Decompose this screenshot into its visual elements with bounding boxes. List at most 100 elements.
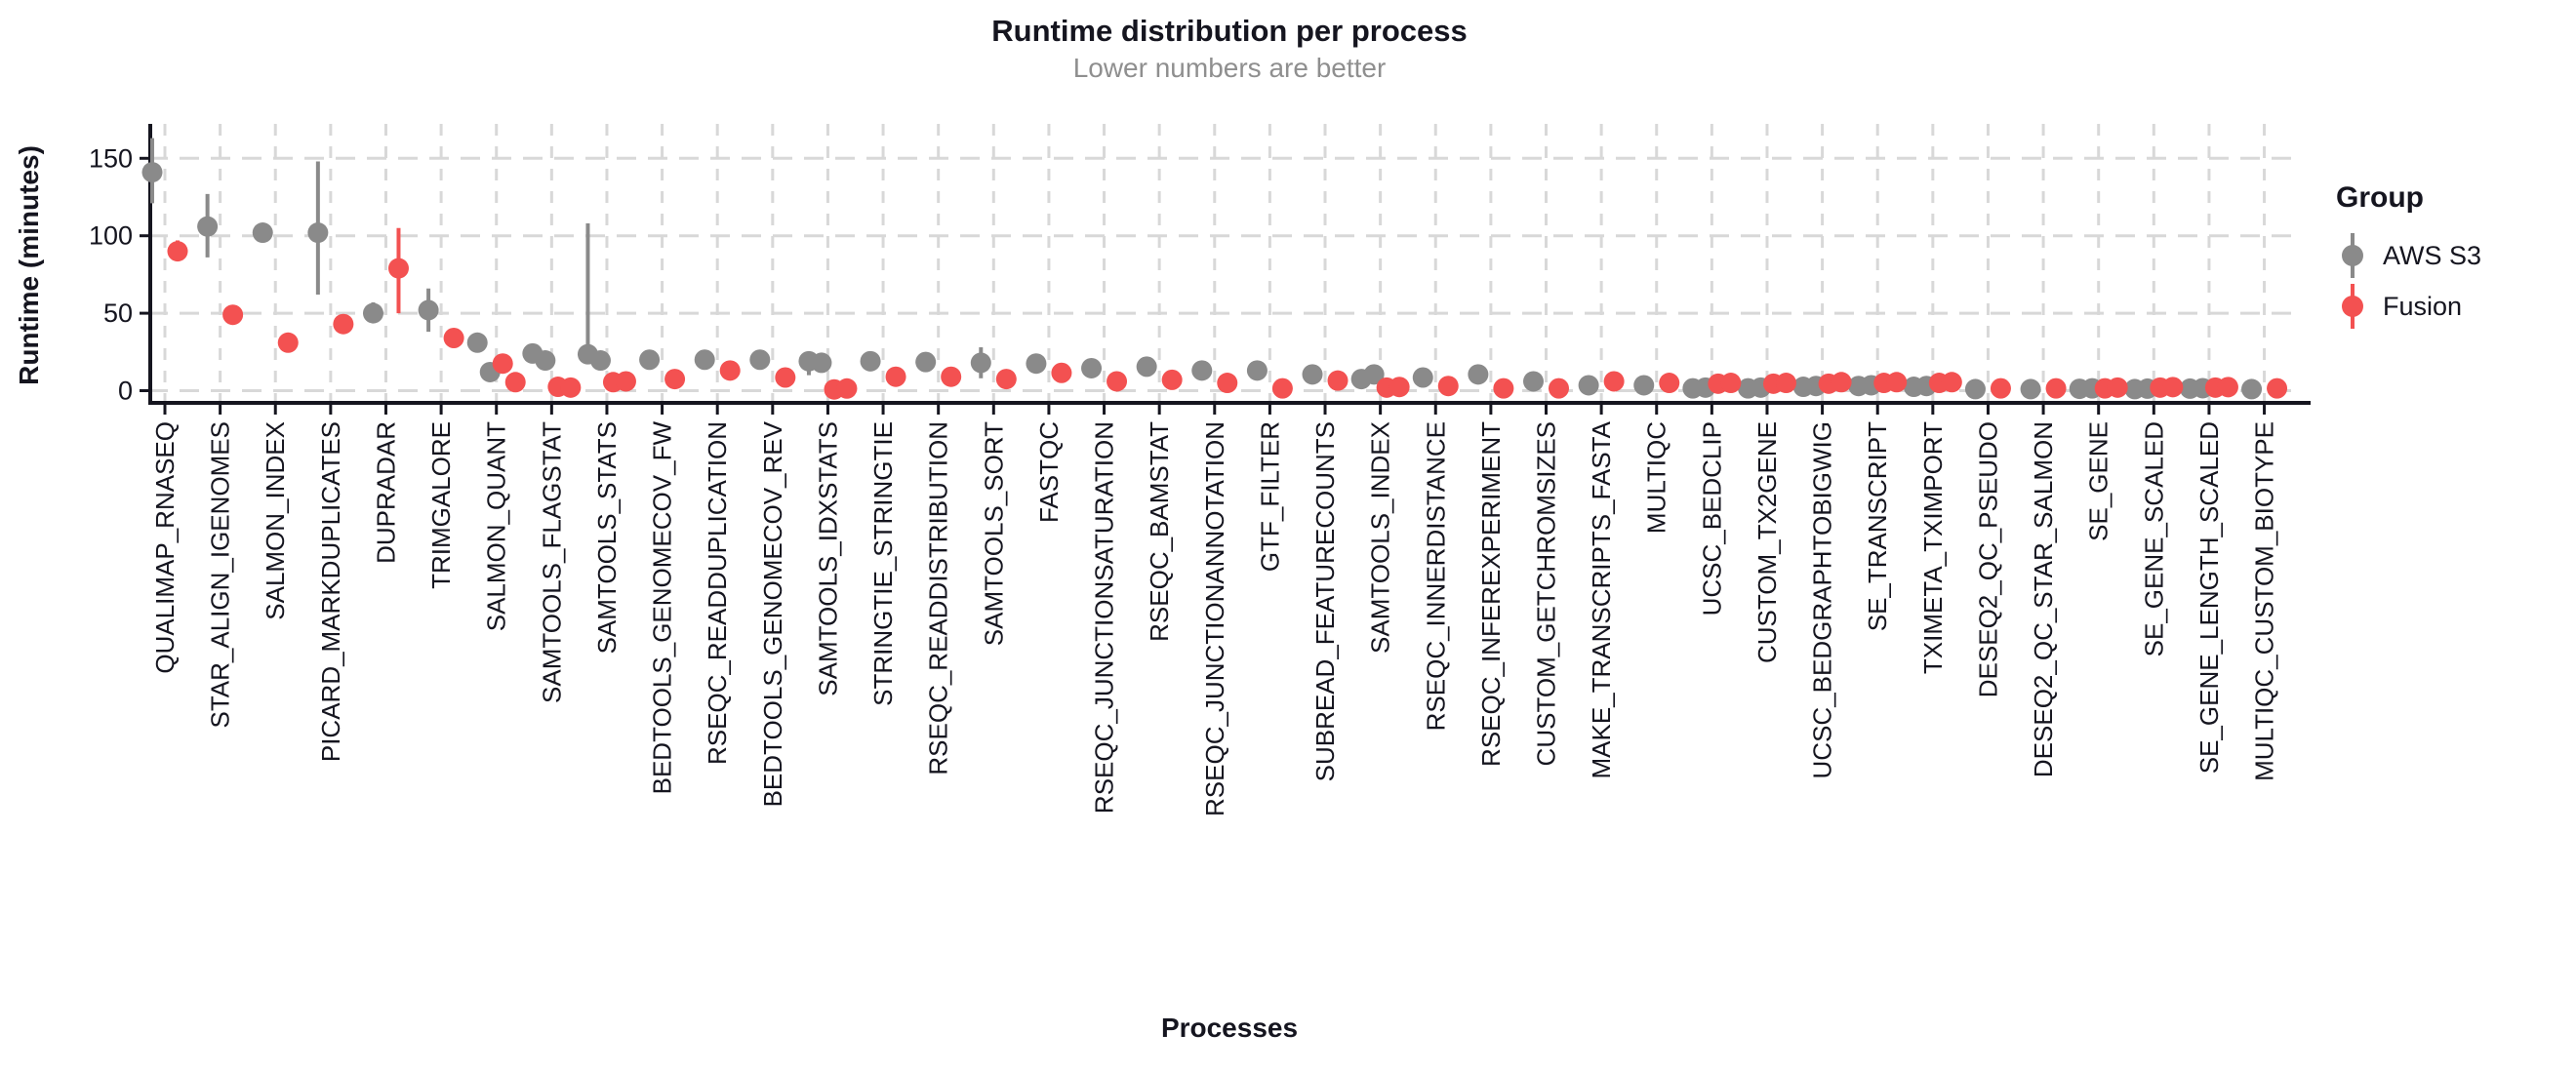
x-tick-label: UCSC_BEDCLIP [1697, 421, 1726, 616]
data-point [694, 349, 715, 371]
data-point [995, 369, 1017, 390]
data-point [2241, 378, 2263, 400]
x-tick-label: RSEQC_BAMSTAT [1145, 421, 1174, 642]
data-point [1990, 378, 2011, 399]
data-point [2045, 378, 2067, 399]
data-point [307, 222, 329, 244]
data-point [1549, 378, 1569, 399]
x-tick-label: RSEQC_READDISTRIBUTION [924, 421, 953, 775]
x-tick-label: SAMTOOLS_INDEX [1366, 421, 1395, 654]
pointrange-glyph-icon [2342, 233, 2363, 278]
data-point [1941, 372, 1962, 393]
data-point [1468, 364, 1489, 385]
x-axis-title: Processes [1160, 1013, 1299, 1043]
x-tick-label: STAR_ALIGN_IGENOMES [206, 421, 235, 729]
x-tick-label: DESEQ2_QC_STAR_SALMON [2029, 421, 2058, 777]
data-point [1363, 364, 1385, 385]
legend-label: Fusion [2383, 291, 2463, 321]
x-tick-label: SUBREAD_FEATURECOUNTS [1310, 421, 1340, 781]
x-tick-label: TRIMGALORE [426, 421, 456, 589]
data-point [466, 332, 488, 353]
x-tick-label: GTF_FILTER [1255, 421, 1284, 572]
x-tick-label: SE_TRANSCRIPT [1863, 421, 1892, 631]
x-tick-label: UCSC_BEDGRAPHTOBIGWIG [1808, 421, 1837, 778]
x-tick-label: RSEQC_JUNCTIONSATURATION [1090, 421, 1119, 814]
legend-item-aws-s3: AWS S3 [2336, 230, 2570, 281]
x-tick-label: TXIMETA_TXIMPORT [1918, 421, 1948, 674]
data-point [443, 328, 464, 349]
chart-subtitle: Lower numbers are better [1072, 53, 1387, 83]
x-tick-label: RSEQC_INFEREXPERIMENT [1476, 421, 1506, 767]
data-point [915, 351, 937, 373]
x-tick-label: CUSTOM_GETCHROMSIZES [1532, 421, 1561, 766]
x-tick-label: SAMTOOLS_IDXSTATS [813, 421, 842, 696]
data-point [1720, 373, 1742, 394]
x-tick-label: RSEQC_INNERDISTANCE [1421, 421, 1450, 731]
data-point [719, 360, 741, 381]
y-tick-label: 0 [118, 377, 133, 406]
x-tick-label: STRINGTIE_STRINGTIE [868, 421, 898, 706]
x-tick-label: BEDTOOLS_GENOMECOV_REV [758, 420, 787, 807]
data-point [418, 299, 439, 321]
data-point [2162, 377, 2184, 398]
data-point [504, 372, 526, 393]
data-point [1217, 373, 1238, 394]
data-point [1578, 375, 1599, 396]
legend-glyph-dot-0 [2342, 245, 2363, 266]
data-point [167, 241, 188, 262]
data-point [811, 352, 832, 374]
data-point [639, 349, 661, 371]
data-point [333, 313, 354, 335]
x-tick-label: RSEQC_READDUPLICATION [703, 421, 732, 765]
data-point [1437, 376, 1459, 397]
data-point [1831, 372, 1852, 393]
data-point [560, 377, 582, 398]
data-point [941, 366, 962, 387]
legend: Group AWS S3 Fusion [2336, 181, 2570, 332]
data-point [222, 304, 244, 326]
x-tick-label: QUALIMAP_RNASEQ [150, 421, 180, 674]
x-tick-label: MULTIQC [1642, 421, 1671, 534]
x-tick-label: MULTIQC_CUSTOM_BIOTYPE [2250, 421, 2279, 781]
data-point [1271, 378, 1293, 399]
data-point [836, 378, 858, 399]
data-point [1886, 372, 1908, 393]
data-point [2020, 378, 2041, 400]
data-point [2267, 378, 2288, 399]
x-tick-label: SAMTOOLS_FLAGSTAT [537, 421, 566, 703]
data-point [860, 350, 881, 372]
data-point [1161, 369, 1183, 390]
chart-title: Runtime distribution per process [991, 14, 1468, 48]
data-point [1191, 360, 1213, 381]
data-point [589, 350, 611, 372]
y-tick-label: 100 [89, 221, 133, 251]
x-tick-label: FASTQC [1034, 421, 1064, 523]
x-tick-label: SE_GENE [2084, 421, 2113, 541]
x-tick-label: SE_GENE_LENGTH_SCALED [2194, 421, 2224, 774]
data-point [1051, 362, 1072, 383]
data-point [1603, 371, 1625, 392]
data-point [1493, 378, 1514, 399]
y-tick-label: 150 [89, 143, 133, 173]
x-tick-label: DUPRADAR [371, 421, 400, 564]
data-point [970, 352, 991, 374]
data-point [1412, 367, 1433, 388]
data-point [197, 216, 219, 237]
data-point [615, 371, 636, 392]
x-tick-label: SE_GENE_SCALED [2139, 421, 2168, 656]
data-point [1775, 373, 1796, 394]
x-tick-label: BEDTOOLS_GENOMECOV_FW [648, 421, 677, 795]
data-point [277, 332, 299, 353]
data-point [535, 350, 556, 372]
legend-label: AWS S3 [2383, 240, 2482, 270]
data-point [1246, 360, 1268, 381]
data-point [1081, 357, 1103, 378]
x-tick-label: RSEQC_JUNCTIONANNOTATION [1200, 421, 1229, 816]
data-point [1302, 364, 1323, 385]
data-point [749, 349, 771, 371]
x-tick-label: MAKE_TRANSCRIPTS_FASTA [1587, 420, 1616, 778]
x-tick-label: PICARD_MARKDUPLICATES [316, 421, 345, 762]
data-point [1327, 370, 1348, 391]
data-point [1026, 353, 1047, 375]
